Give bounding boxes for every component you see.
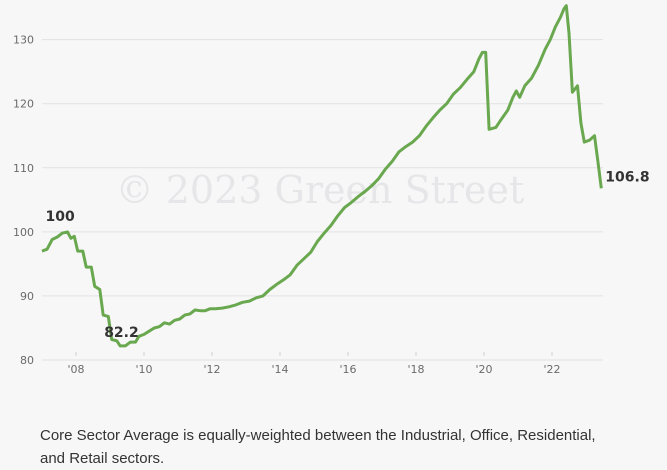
line-chart: © 2023 Green Street 80 90 100 110 120 130 '08…	[13, 4, 650, 376]
y-tick-label: 80	[20, 354, 34, 367]
y-axis: 80 90 100 110 120 130	[13, 34, 34, 367]
x-tick-label: '14	[271, 363, 288, 376]
gridlines	[42, 39, 603, 361]
x-tick-label: '12	[203, 363, 220, 376]
series-group	[41, 4, 603, 348]
x-tick-label: '18	[407, 363, 424, 376]
x-tick-label: '16	[339, 363, 356, 376]
y-tick-label: 100	[13, 226, 34, 239]
x-tick-label: '10	[135, 363, 152, 376]
y-tick-label: 110	[13, 162, 34, 175]
x-axis: '08 '10 '12 '14 '16 '18 '20 '22	[67, 352, 561, 376]
chart-footnote: Core Sector Average is equally-weighted …	[40, 427, 596, 467]
y-tick-label: 120	[13, 98, 34, 111]
x-tick-label: '08	[67, 363, 84, 376]
data-labels: 100 82.2 106.8	[46, 169, 650, 341]
data-label: 106.8	[605, 169, 649, 185]
watermark-text: © 2023 Green Street	[116, 168, 525, 212]
y-tick-label: 130	[13, 34, 34, 47]
y-tick-label: 90	[20, 290, 34, 303]
x-tick-label: '22	[543, 363, 560, 376]
data-label: 100	[46, 209, 75, 225]
x-tick-label: '20	[475, 363, 492, 376]
data-label: 82.2	[104, 325, 139, 341]
series-line	[41, 4, 603, 348]
